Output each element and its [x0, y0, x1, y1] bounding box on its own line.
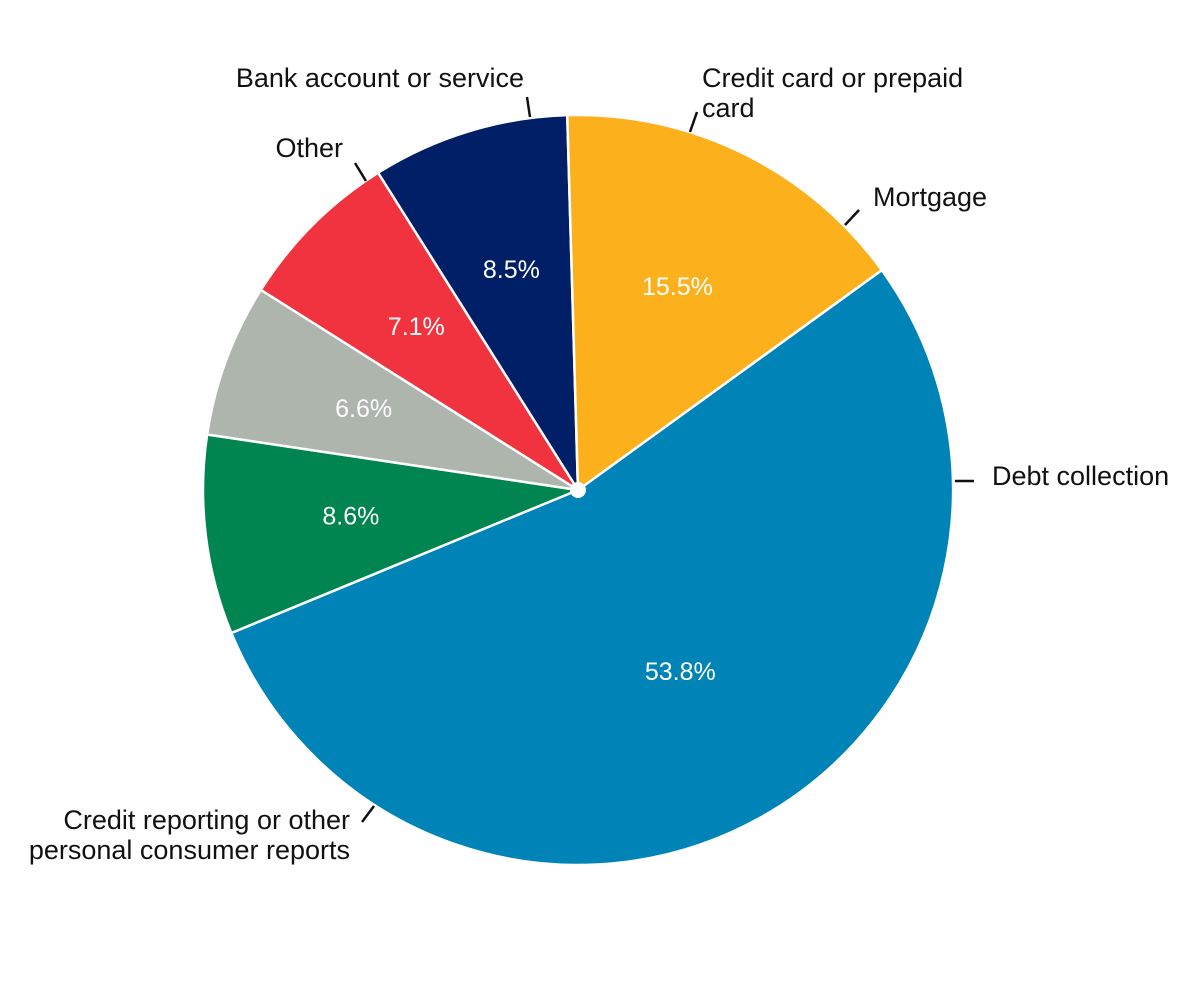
- percent-label-debt-collection: 15.5%: [642, 273, 713, 301]
- leader-line-credit-reporting-or-other-personal-consumer-reports: [361, 805, 375, 823]
- pie-center-dot: [570, 482, 586, 498]
- percent-labels: 53.8% 8.6% 6.6% 7.1% 8.5% 15.5%: [322, 256, 715, 686]
- percent-label-bank-account-or-service: 6.6%: [335, 395, 392, 423]
- category-label-credit-card-or-prepaid-card: Credit card or prepaid card: [702, 63, 963, 123]
- leader-line-credit-card-or-prepaid-card: [688, 111, 699, 133]
- percent-label-credit-reporting-or-other-personal-consumer-reports: 53.8%: [645, 658, 716, 686]
- category-labels: Credit reporting or other personal consum…: [29, 63, 1169, 865]
- leader-line-other: [353, 162, 368, 182]
- pie-slice-bank-account-or-service: [205, 288, 580, 492]
- pie-slice-credit-reporting-or-other-personal-consumer-reports: [230, 268, 955, 867]
- percent-label-credit-card-or-prepaid-card: 7.1%: [388, 313, 445, 341]
- percent-label-mortgage: 8.5%: [483, 256, 540, 284]
- percent-label-other: 8.6%: [322, 502, 379, 530]
- pie-slice-debt-collection: [565, 113, 884, 492]
- category-label-other: Other: [275, 133, 343, 163]
- leader-line-mortgage: [844, 209, 860, 226]
- pie-slice-credit-card-or-prepaid-card: [259, 171, 580, 492]
- category-label-mortgage: Mortgage: [873, 182, 987, 212]
- leader-lines: [353, 96, 974, 823]
- category-label-credit-reporting-or-other-personal-consumer-reports: Credit reporting or other personal consum…: [29, 805, 350, 865]
- category-label-bank-account-or-service: Bank account or service: [236, 63, 524, 93]
- leader-line-bank-account-or-service: [525, 96, 532, 118]
- pie-slice-other: [201, 433, 580, 635]
- category-label-debt-collection: Debt collection: [992, 461, 1169, 491]
- pie-slices: [201, 113, 955, 867]
- pie-slice-mortgage: [376, 113, 580, 492]
